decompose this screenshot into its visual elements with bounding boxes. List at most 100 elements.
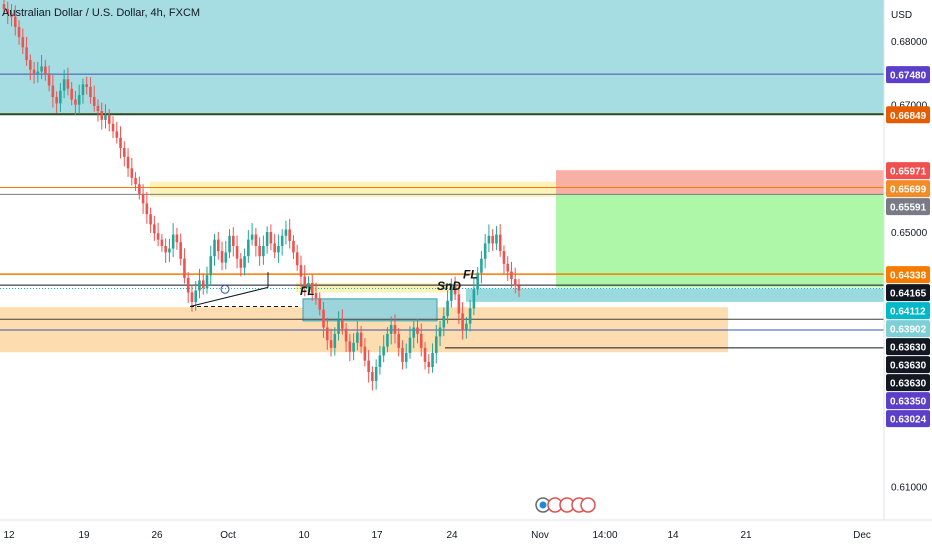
candle-down[interactable]	[310, 282, 314, 294]
time-axis[interactable]: 12 19 26 Oct 10 17 24 Nov 14:00 14 21 Dec	[3, 530, 870, 541]
candle-down[interactable]	[10, 13, 13, 17]
candle-down[interactable]	[119, 137, 122, 148]
candle-down[interactable]	[393, 324, 397, 334]
candle-down[interactable]	[149, 214, 152, 225]
candle-down[interactable]	[85, 84, 89, 87]
candle-down[interactable]	[47, 74, 51, 86]
candle-down[interactable]	[179, 242, 182, 259]
candle-up[interactable]	[431, 352, 434, 367]
candle-up[interactable]	[277, 246, 280, 253]
candle-down[interactable]	[74, 99, 77, 105]
candle-up[interactable]	[205, 275, 209, 289]
candle-up[interactable]	[104, 114, 107, 120]
candle-down[interactable]	[502, 251, 506, 264]
candle-up[interactable]	[389, 324, 393, 334]
candle-down[interactable]	[303, 276, 307, 287]
stop-zone[interactable]	[556, 170, 884, 195]
candle-down[interactable]	[325, 327, 329, 341]
candle-up[interactable]	[77, 95, 81, 105]
candle-down[interactable]	[363, 346, 367, 361]
candle-up[interactable]	[40, 66, 43, 72]
candle-down[interactable]	[510, 271, 513, 280]
candle-down[interactable]	[153, 224, 156, 234]
snd-zone[interactable]	[302, 298, 438, 322]
candle-down[interactable]	[96, 105, 100, 112]
candle-down[interactable]	[269, 232, 273, 244]
candle-down[interactable]	[232, 235, 235, 247]
supply-zone-top[interactable]	[0, 0, 884, 115]
candle-up[interactable]	[333, 333, 337, 348]
candle-down[interactable]	[348, 341, 352, 352]
candle-down[interactable]	[175, 234, 179, 243]
candle-down[interactable]	[55, 97, 58, 104]
candle-down[interactable]	[115, 131, 119, 138]
candle-up[interactable]	[198, 280, 201, 291]
candle-down[interactable]	[92, 97, 96, 106]
candle-down[interactable]	[322, 309, 325, 328]
candle-up[interactable]	[476, 272, 479, 290]
candle-down[interactable]	[498, 234, 502, 252]
candle-down[interactable]	[89, 86, 92, 98]
candle-down[interactable]	[21, 37, 25, 48]
candle-down[interactable]	[25, 47, 28, 61]
supply-zone-yellow[interactable]	[150, 181, 558, 197]
candle-down[interactable]	[216, 239, 220, 252]
candle-up[interactable]	[337, 319, 340, 334]
candle-up[interactable]	[408, 337, 412, 353]
candle-up[interactable]	[472, 289, 476, 309]
candle-down[interactable]	[100, 111, 104, 120]
candle-down[interactable]	[513, 279, 517, 286]
candle-down[interactable]	[70, 88, 73, 100]
candle-down[interactable]	[292, 240, 295, 253]
candle-down[interactable]	[397, 333, 401, 348]
candle-down[interactable]	[2, 4, 6, 10]
candle-down[interactable]	[164, 246, 167, 253]
candle-down[interactable]	[427, 361, 431, 367]
candle-up[interactable]	[450, 284, 453, 301]
candle-down[interactable]	[183, 258, 186, 278]
candle-down[interactable]	[6, 9, 10, 14]
candle-up[interactable]	[404, 352, 408, 362]
candle-up[interactable]	[36, 71, 40, 75]
candle-down[interactable]	[318, 298, 322, 310]
candle-down[interactable]	[141, 193, 145, 204]
candle-up[interactable]	[386, 333, 389, 347]
candle-up[interactable]	[434, 336, 438, 353]
candle-up[interactable]	[442, 316, 446, 328]
candle-down[interactable]	[367, 360, 370, 373]
candle-down[interactable]	[111, 123, 115, 132]
candle-down[interactable]	[126, 156, 130, 169]
candle-down[interactable]	[344, 328, 348, 342]
candle-up[interactable]	[224, 252, 228, 263]
candle-down[interactable]	[341, 319, 344, 329]
supply-zone-small[interactable]	[296, 282, 460, 293]
candle-down[interactable]	[423, 347, 427, 362]
candle-down[interactable]	[239, 258, 243, 268]
candle-down[interactable]	[130, 168, 134, 178]
candle-down[interactable]	[416, 327, 419, 334]
candle-down[interactable]	[186, 277, 190, 293]
candle-up[interactable]	[487, 235, 491, 244]
candle-up[interactable]	[213, 239, 216, 257]
candle-up[interactable]	[265, 232, 269, 247]
candle-up[interactable]	[228, 235, 231, 253]
candle-down[interactable]	[491, 235, 494, 244]
candle-down[interactable]	[32, 69, 36, 75]
candle-up[interactable]	[468, 308, 472, 324]
candle-down[interactable]	[457, 294, 461, 314]
candle-down[interactable]	[401, 347, 404, 362]
candle-down[interactable]	[453, 284, 457, 295]
candle-up[interactable]	[446, 300, 449, 317]
candle-down[interactable]	[51, 85, 55, 98]
candle-down[interactable]	[13, 16, 17, 27]
candle-down[interactable]	[160, 239, 164, 247]
candle-up[interactable]	[284, 229, 288, 236]
candle-down[interactable]	[201, 280, 205, 289]
candle-up[interactable]	[247, 239, 250, 257]
candle-down[interactable]	[371, 372, 374, 381]
candle-down[interactable]	[258, 246, 261, 257]
candle-down[interactable]	[190, 292, 194, 303]
candle-up[interactable]	[412, 327, 416, 338]
